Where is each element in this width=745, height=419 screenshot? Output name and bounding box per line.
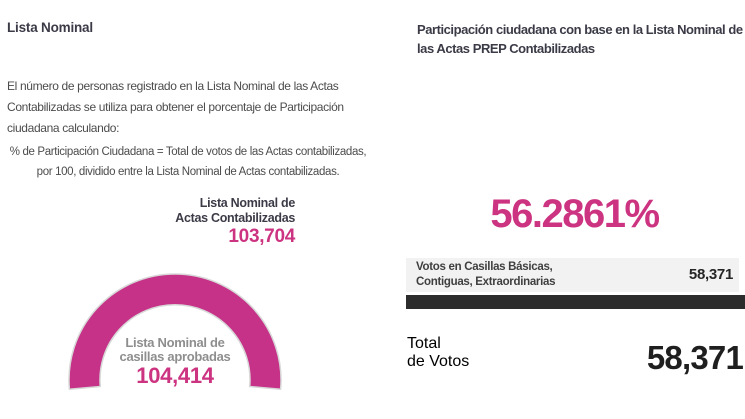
gauge-center-text: Lista Nominal de casillas aprobadas 104,4… [75, 336, 275, 388]
actas-contabilizadas-block: Lista Nominal de Actas Contabilizadas 103… [95, 196, 295, 248]
text-line: Lista Nominal de [199, 196, 296, 210]
text-line: Actas Contabilizadas [175, 211, 295, 225]
text-line: Lista Nominal de [125, 335, 225, 350]
text-line: Participación ciudadana con base en la L… [417, 22, 743, 37]
text-line: ciudadana calculando: [7, 121, 120, 135]
text-line: casillas aprobadas [119, 349, 231, 364]
text-line: las Actas PREP Contabilizadas [417, 41, 595, 56]
actas-contabilizadas-value: 103,704 [228, 226, 295, 247]
lista-nominal-gauge [68, 273, 282, 390]
text-line: El número de personas registrado en la L… [7, 79, 339, 93]
text-line: de Votos [407, 353, 470, 370]
lista-nominal-description: El número de personas registrado en la L… [7, 76, 344, 139]
total-votos-label: Total de Votos [407, 335, 469, 371]
text-line: % de Participación Ciudadana = Total de … [9, 146, 367, 158]
votes-casillas-label: Votos en Casillas Básicas, Contiguas, Ext… [416, 260, 555, 290]
votes-progress-bar [406, 295, 745, 309]
participation-section-title: Participación ciudadana con base en la L… [417, 20, 743, 58]
votes-casillas-row: Votos en Casillas Básicas, Contiguas, Ext… [406, 258, 739, 292]
text-line: Total [407, 335, 441, 352]
participation-percentage: 56.2861% [490, 192, 660, 236]
votes-casillas-value: 58,371 [688, 266, 733, 283]
text-line: Contabilizadas se utiliza para obtener e… [7, 100, 344, 114]
total-votos-value: 58,371 [646, 339, 744, 376]
text-line: Votos en Casillas Básicas, [416, 261, 553, 273]
casillas-aprobadas-value: 104,414 [136, 363, 214, 388]
gauge-arc [68, 273, 282, 390]
casillas-aprobadas-label: Lista Nominal de casillas aprobadas [75, 336, 275, 364]
actas-contabilizadas-label: Lista Nominal de Actas Contabilizadas [95, 196, 295, 226]
lista-nominal-section-title: Lista Nominal [7, 20, 93, 35]
text-line: por 100, dividido entre la Lista Nominal… [36, 166, 340, 178]
participation-formula: % de Participación Ciudadana = Total de … [4, 142, 372, 182]
text-line: Contiguas, Extraordinarias [416, 276, 556, 288]
